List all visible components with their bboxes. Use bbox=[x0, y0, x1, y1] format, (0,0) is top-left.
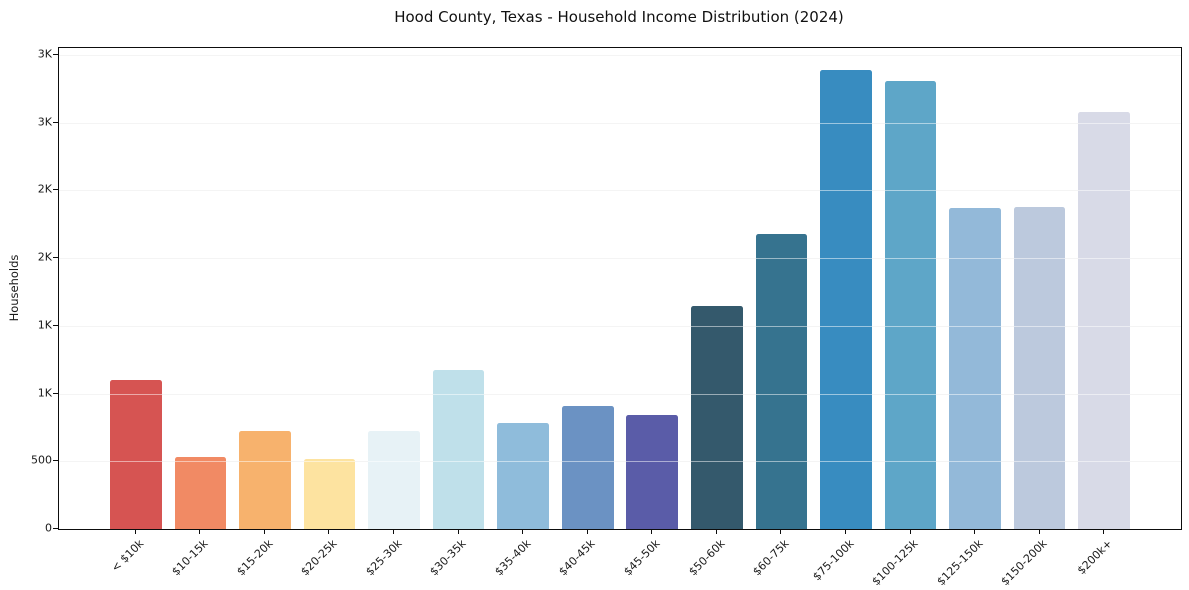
x-tick-label: $30-35k bbox=[427, 537, 469, 579]
x-tick-mark bbox=[909, 529, 911, 534]
x-tick-mark bbox=[522, 529, 524, 534]
x-tick-label: $45-50k bbox=[621, 537, 663, 579]
x-tick-mark bbox=[263, 529, 265, 534]
bar--35-40k bbox=[497, 422, 549, 529]
x-tick-label: $125-150k bbox=[934, 537, 986, 589]
x-tick-mark bbox=[134, 529, 136, 534]
x-tick-label: $40-45k bbox=[556, 537, 598, 579]
bar--45-50k bbox=[626, 414, 679, 529]
x-tick-mark bbox=[844, 529, 846, 534]
gridline-overlay bbox=[59, 393, 1181, 395]
x-tick-mark bbox=[199, 529, 201, 534]
bar--200k+ bbox=[1078, 111, 1130, 529]
bars-layer bbox=[59, 48, 1181, 529]
x-tick-label: $25-30k bbox=[362, 537, 405, 579]
x-tick-mark bbox=[457, 529, 459, 534]
gridline-overlay bbox=[59, 54, 1181, 56]
y-tick-label: 3K bbox=[37, 115, 52, 129]
chart-title: Hood County, Texas - Household Income Di… bbox=[394, 8, 844, 26]
bar--40-45k bbox=[561, 405, 614, 529]
y-axis-label: Households bbox=[7, 254, 21, 322]
bar--100-125k bbox=[884, 81, 937, 529]
bar--50-60k bbox=[691, 306, 743, 529]
x-tick-label: $100-125k bbox=[869, 537, 921, 589]
x-tick-mark bbox=[328, 529, 330, 534]
y-tick-mark bbox=[53, 392, 58, 394]
x-tick-label: $200k+ bbox=[1074, 537, 1115, 578]
x-tick-mark bbox=[715, 529, 717, 534]
y-tick-label: 1K bbox=[37, 318, 52, 332]
gridline-overlay bbox=[59, 122, 1181, 124]
x-tick-mark bbox=[974, 529, 976, 534]
x-tick-label: $20-25k bbox=[298, 537, 340, 579]
x-tick-mark bbox=[393, 529, 395, 534]
x-tick-label: $50-60k bbox=[685, 537, 728, 579]
gridline-overlay bbox=[59, 258, 1181, 259]
x-tick-label: $150-200k bbox=[998, 537, 1050, 589]
y-tick-label: 2K bbox=[37, 182, 52, 196]
bar--25-30k bbox=[368, 431, 420, 529]
x-tick-mark bbox=[586, 529, 588, 534]
plot-area bbox=[58, 47, 1182, 530]
x-tick-mark bbox=[780, 529, 782, 534]
y-tick-label: 1K bbox=[37, 386, 52, 399]
y-tick-mark bbox=[53, 189, 58, 191]
y-tick-label: 3K bbox=[37, 47, 52, 61]
bar--30-35k bbox=[432, 370, 485, 529]
x-tick-mark bbox=[1103, 529, 1105, 534]
x-tick-label: < $10k bbox=[108, 537, 147, 575]
bar--10-15k bbox=[174, 456, 227, 529]
bar--10k bbox=[110, 379, 162, 529]
y-tick-mark bbox=[53, 528, 58, 529]
x-tick-label: $60-75k bbox=[750, 537, 792, 579]
bar--15-20k bbox=[239, 430, 291, 529]
y-tick-label: 2K bbox=[37, 250, 52, 264]
x-tick-label: $35-40k bbox=[492, 537, 534, 579]
x-tick-label: $75-100k bbox=[809, 537, 857, 584]
bar--125-150k bbox=[949, 207, 1001, 529]
x-tick-label: $15-20k bbox=[233, 537, 276, 579]
bar--20-25k bbox=[303, 458, 356, 529]
y-tick-label: 0 bbox=[45, 521, 52, 535]
y-tick-mark bbox=[53, 460, 58, 462]
y-tick-mark bbox=[53, 121, 58, 123]
y-tick-mark bbox=[53, 257, 58, 258]
gridline-overlay bbox=[59, 461, 1181, 463]
y-tick-mark bbox=[53, 53, 58, 55]
gridline-overlay-layer bbox=[59, 48, 1181, 529]
gridline-overlay bbox=[59, 190, 1181, 192]
bar--60-75k bbox=[755, 234, 808, 529]
bar--75-100k bbox=[820, 69, 872, 529]
bar--150-200k bbox=[1013, 206, 1066, 529]
x-tick-mark bbox=[651, 529, 653, 534]
x-tick-label: $10-15k bbox=[169, 537, 211, 579]
y-tick-mark bbox=[53, 324, 58, 326]
y-tick-label: 500 bbox=[31, 453, 52, 467]
x-tick-mark bbox=[1038, 529, 1040, 534]
gridline-overlay bbox=[59, 325, 1181, 327]
